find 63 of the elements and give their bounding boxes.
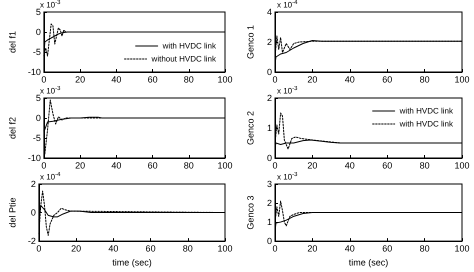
y-tick-label: 0 xyxy=(36,27,41,37)
x-tick-label: 40 xyxy=(344,74,355,84)
y-tick-label: 1 xyxy=(266,217,272,228)
x-tick-label: 100 xyxy=(217,244,233,254)
y-axis-title: del f1 xyxy=(8,30,18,54)
x-tick-label: 80 xyxy=(184,74,194,84)
x-tick-label: 20 xyxy=(307,74,318,84)
y-tick-label: -5 xyxy=(32,133,41,143)
x-tick-label: 60 xyxy=(146,244,156,254)
y-tick-label: 4 xyxy=(266,7,272,17)
y-tick-label: 5 xyxy=(36,93,41,103)
y-axis-title: Genco 3 xyxy=(246,196,256,230)
x-tick-label: 80 xyxy=(182,244,193,254)
y-tick-label: 2 xyxy=(30,179,36,189)
x-tick-label: 40 xyxy=(108,244,118,254)
y-tick-label: 0 xyxy=(30,208,36,218)
y-tick-label: 0 xyxy=(36,113,41,123)
legend-label: with HVDC link xyxy=(398,120,454,128)
y-axis-title: Genco 2 xyxy=(246,110,256,146)
y-tick-label: -10 xyxy=(28,153,41,163)
x-tick-label: 100 xyxy=(454,160,470,170)
y-tick-label: 1 xyxy=(266,123,272,133)
y-axis-title: Genco 1 xyxy=(246,24,256,60)
x-tick-label: 40 xyxy=(111,160,122,170)
x-tick-label: 60 xyxy=(148,160,158,170)
y-tick-label: 2 xyxy=(266,198,272,208)
legend-label: without HVDC link xyxy=(150,54,217,64)
y-tick-label: 3 xyxy=(266,179,272,189)
legend-label: with HVDC link xyxy=(162,42,217,50)
y-axis-title: del f2 xyxy=(8,116,18,140)
y-tick-label: 0 xyxy=(266,236,272,246)
x-tick-label: 100 xyxy=(454,244,470,254)
x-tick-label: 40 xyxy=(344,160,355,170)
legend-label: with HVDC link xyxy=(398,106,454,116)
y-tick-label: 0 xyxy=(266,67,272,77)
x-tick-label: 20 xyxy=(75,160,86,170)
y-tick-label: 5 xyxy=(36,7,41,17)
x-tick-label: 80 xyxy=(420,160,430,170)
x-tick-label: 20 xyxy=(75,74,86,84)
x-tick-label: 20 xyxy=(307,244,318,254)
x-tick-label: 100 xyxy=(217,160,233,170)
x-axis-title: time (sec) xyxy=(112,258,152,268)
y-tick-label: -5 xyxy=(32,47,41,57)
x-tick-label: 80 xyxy=(184,160,194,170)
x-tick-label: 20 xyxy=(71,244,82,254)
x-tick-label: 60 xyxy=(382,74,392,84)
x-tick-label: 60 xyxy=(382,244,392,254)
y-axis-title: del Ptie xyxy=(8,198,18,228)
x-axis-title: time (sec) xyxy=(348,258,388,268)
x-tick-label: 40 xyxy=(344,244,355,254)
y-tick-label: 2 xyxy=(266,93,272,103)
y-tick-label: -10 xyxy=(28,67,41,77)
x-tick-label: 40 xyxy=(111,74,122,84)
y-tick-label: 2 xyxy=(266,37,272,47)
y-tick-label: -2 xyxy=(28,236,36,246)
x-tick-label: 100 xyxy=(454,74,470,84)
x-tick-label: 80 xyxy=(420,74,430,84)
x-tick-label: 60 xyxy=(382,160,392,170)
y-tick-label: 0 xyxy=(266,153,272,163)
x-tick-label: 100 xyxy=(217,74,233,84)
x-tick-label: 80 xyxy=(420,244,430,254)
x-tick-label: 60 xyxy=(148,74,158,84)
x-tick-label: 20 xyxy=(307,160,318,170)
